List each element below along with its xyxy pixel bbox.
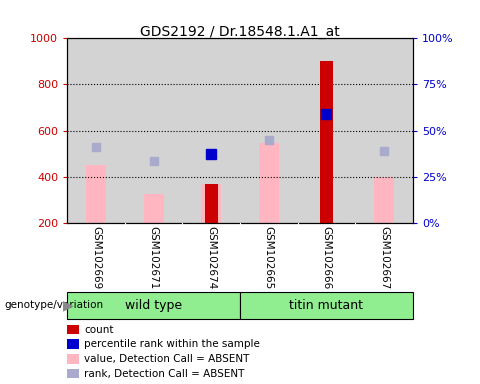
Text: ▶: ▶ (63, 298, 74, 312)
Bar (320, 61, 333, 223)
Text: value, Detection Call = ABSENT: value, Detection Call = ABSENT (84, 354, 250, 364)
Text: GSM102667: GSM102667 (379, 226, 389, 290)
Text: count: count (84, 325, 113, 335)
Bar (259, 143, 279, 223)
Text: GSM102674: GSM102674 (206, 226, 216, 290)
Bar (201, 184, 221, 223)
Text: GDS2192 / Dr.18548.1.A1_at: GDS2192 / Dr.18548.1.A1_at (140, 25, 340, 39)
Text: wild type: wild type (125, 299, 182, 312)
Text: GSM102669: GSM102669 (91, 226, 101, 290)
FancyBboxPatch shape (240, 292, 413, 319)
Text: percentile rank within the sample: percentile rank within the sample (84, 339, 260, 349)
Bar (144, 194, 164, 223)
Text: rank, Detection Call = ABSENT: rank, Detection Call = ABSENT (84, 369, 244, 379)
Text: genotype/variation: genotype/variation (5, 300, 104, 310)
Text: GSM102666: GSM102666 (322, 226, 331, 290)
Text: GSM102665: GSM102665 (264, 226, 274, 290)
Text: titin mutant: titin mutant (289, 299, 363, 312)
Text: GSM102671: GSM102671 (149, 226, 158, 290)
Bar (374, 177, 394, 223)
FancyBboxPatch shape (67, 292, 240, 319)
Bar (86, 165, 106, 223)
Bar (205, 184, 217, 223)
